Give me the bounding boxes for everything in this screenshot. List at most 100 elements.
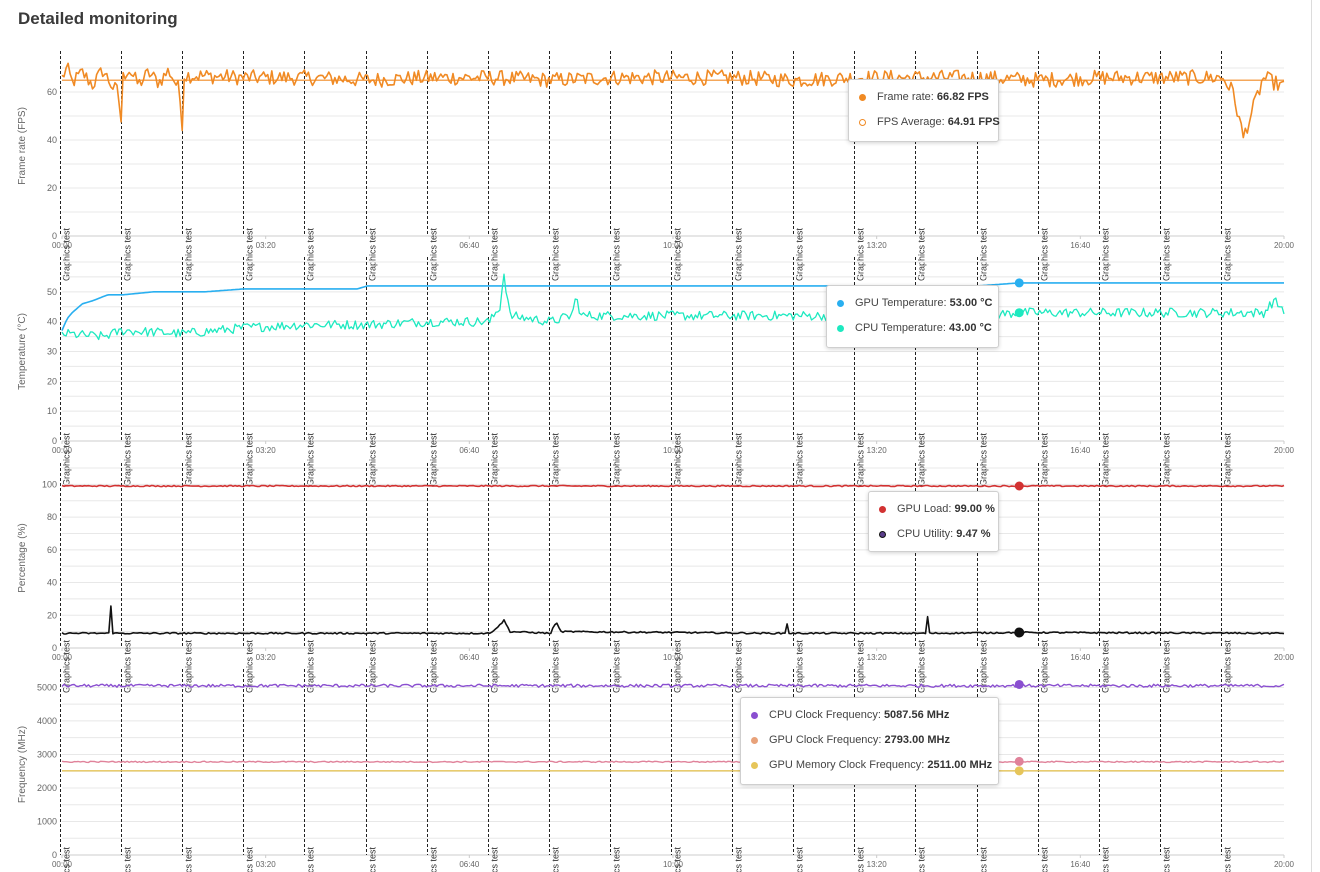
- test-marker-label: Graphics test: [734, 228, 744, 282]
- test-marker-label: Graphics test: [673, 640, 683, 694]
- test-marker-label: Graphics test: [673, 228, 683, 282]
- x-tick-label: 16:40: [1070, 241, 1091, 250]
- tooltip-label: CPU Utility:: [897, 528, 954, 540]
- test-marker-label: Graphics test: [795, 228, 805, 282]
- tooltip-label: GPU Load:: [897, 503, 952, 515]
- x-tick-label: 03:20: [256, 860, 277, 869]
- test-marker-label: Graphics test: [184, 847, 194, 872]
- x-tick-label: 03:20: [256, 241, 277, 250]
- test-marker-label: Graphics test: [123, 433, 133, 487]
- test-marker-label: Graphics test: [429, 640, 439, 694]
- frame-rate-dot: [859, 94, 866, 101]
- y-tick-label: 1000: [37, 816, 57, 826]
- tooltip-value: 43.00 °C: [948, 322, 992, 334]
- test-marker-label: Graphics test: [62, 433, 72, 487]
- x-tick-label: 16:40: [1070, 653, 1091, 662]
- test-marker-label: Graphics test: [917, 433, 927, 487]
- test-marker-label: Graphics test: [123, 640, 133, 694]
- y-tick-label: 40: [47, 135, 57, 145]
- tooltip-row-gpu-load: GPU Load: 99.00 %: [879, 497, 995, 522]
- test-marker-label: Graphics test: [1162, 847, 1172, 872]
- test-marker-label: Graphics test: [368, 433, 378, 487]
- hover-point: [1014, 481, 1024, 491]
- test-marker-label: Graphics test: [123, 228, 133, 282]
- load-chart[interactable]: 0 20 40 60 80 100 00:00 03:20 06:40 10:00 13:20 16:…: [17, 463, 1295, 693]
- cpu-temperature-line: [61, 273, 1285, 341]
- x-tick-label: 10:00: [663, 860, 684, 869]
- y-tick-label: 0: [52, 850, 57, 860]
- y-axis-label: Percentage (%): [17, 523, 28, 592]
- x-tick-label: 10:00: [663, 241, 684, 250]
- tooltip-value: 5087.56 MHz: [883, 709, 950, 721]
- y-axis-label: Frame rate (FPS): [17, 107, 28, 185]
- temperature-chart[interactable]: 0 10 20 30 40 50 00:00 03:20 06:40 10:00 13:20 16:4…: [17, 257, 1295, 486]
- tooltip-label: CPU Clock Frequency:: [769, 709, 881, 721]
- test-marker-label: Graphics test: [612, 640, 622, 694]
- test-marker-label: Graphics test: [1101, 847, 1111, 872]
- test-marker-label: Graphics test: [734, 847, 744, 872]
- x-tick-label: 13:20: [867, 241, 888, 250]
- x-tick-label: 20:00: [1274, 241, 1295, 250]
- x-tick-label: 06:40: [459, 860, 480, 869]
- x-tick-label: 20:00: [1274, 653, 1295, 662]
- page-title: Detailed monitoring: [18, 9, 178, 28]
- tooltip-label: CPU Temperature:: [855, 322, 946, 334]
- tooltip-value: 9.47 %: [956, 528, 991, 540]
- test-marker-label: Graphics test: [1223, 847, 1233, 872]
- test-marker-label: Graphics test: [245, 847, 255, 872]
- x-tick-label: 00:00: [52, 653, 73, 662]
- y-tick-label: 50: [47, 287, 57, 297]
- gpu-load-dot: [879, 506, 886, 513]
- test-marker-label: Graphics test: [245, 640, 255, 694]
- cpu-clock-dot: [751, 712, 758, 719]
- test-marker-label: Graphics test: [551, 847, 561, 872]
- hover-point: [1014, 679, 1024, 689]
- test-marker-label: Graphics test: [490, 640, 500, 694]
- tooltip-row-fps-average: FPS Average: 64.91 FPS: [859, 110, 1000, 135]
- tooltip-value: 66.82 FPS: [936, 91, 989, 103]
- y-tick-label: 20: [47, 183, 57, 193]
- x-tick-label: 10:00: [663, 653, 684, 662]
- tooltip-row-gpu-memory-clock: GPU Memory Clock Frequency: 2511.00 MHz: [751, 753, 992, 778]
- tooltip-row-cpu-utility: CPU Utility: 9.47 %: [879, 522, 991, 547]
- test-marker-label: Graphics test: [184, 433, 194, 487]
- test-marker-label: Graphics test: [551, 228, 561, 282]
- test-marker-label: Graphics test: [1101, 433, 1111, 487]
- test-marker-label: Graphics test: [123, 847, 133, 872]
- x-tick-label: 20:00: [1274, 860, 1295, 869]
- test-marker-label: Graphics test: [673, 847, 683, 872]
- y-tick-label: 60: [47, 545, 57, 555]
- test-marker-label: Graphics test: [245, 433, 255, 487]
- test-marker-label: Graphics test: [1223, 433, 1233, 487]
- test-marker-label: Graphics test: [551, 640, 561, 694]
- test-marker-label: Graphics test: [856, 433, 866, 487]
- fps-tooltip: Frame rate: 66.82 FPS FPS Average: 64.91…: [848, 79, 1000, 142]
- cpu-utility-dot: [879, 531, 886, 538]
- y-axis-label: Temperature (°C): [17, 313, 28, 390]
- test-marker-label: Graphics test: [1162, 640, 1172, 694]
- y-tick-label: 5000: [37, 682, 57, 692]
- tooltip-row-cpu-clock: CPU Clock Frequency: 5087.56 MHz: [751, 703, 988, 728]
- test-marker-label: Graphics test: [429, 228, 439, 282]
- cpu-utility-line: [61, 605, 1285, 635]
- test-marker-label: Graphics test: [1040, 640, 1050, 694]
- test-marker-label: Graphics test: [612, 433, 622, 487]
- y-tick-label: 40: [47, 578, 57, 588]
- test-marker-label: Graphics test: [917, 847, 927, 872]
- test-marker-label: Graphics test: [917, 640, 927, 694]
- frequency-chart[interactable]: 0 1000 2000 3000 4000 5000 00:00 03:20 06:40 10:0…: [17, 669, 1295, 872]
- tooltip-row-frame-rate: Frame rate: 66.82 FPS: [859, 85, 989, 110]
- test-marker-label: Graphics test: [917, 228, 927, 282]
- fps-chart[interactable]: 0 20 40 60 00:00 03:20 06:40 10:00 13:20 16:40 20:…: [17, 51, 1295, 281]
- x-tick-label: 06:40: [459, 653, 480, 662]
- test-marker-label: Graphics test: [1040, 847, 1050, 872]
- test-marker-label: Graphics test: [490, 433, 500, 487]
- y-tick-label: 3000: [37, 749, 57, 759]
- test-marker-label: Graphics test: [856, 640, 866, 694]
- gpu-temperature-dot: [837, 300, 844, 307]
- test-marker-label: Graphics test: [368, 640, 378, 694]
- y-axis-label: Frequency (MHz): [17, 726, 28, 803]
- tooltip-label: GPU Clock Frequency:: [769, 734, 882, 746]
- y-tick-label: 30: [47, 347, 57, 357]
